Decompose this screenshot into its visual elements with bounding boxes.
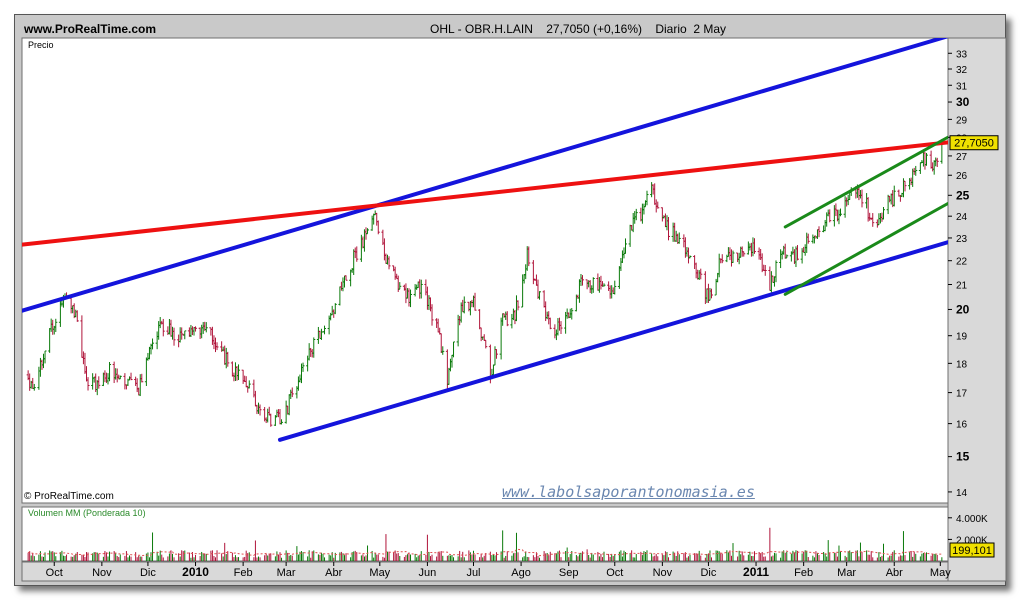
green-trend-line: [783, 201, 948, 296]
blue-trend-line: [22, 38, 948, 313]
y-tick-label: 26: [956, 171, 968, 182]
y-tick-label: 20: [956, 302, 970, 316]
x-tick-label: Dic: [700, 567, 716, 579]
x-axis: Oct Nov Dic 2010 Feb Mar Abr May Jun Jul Ago Sep Oct…: [46, 562, 951, 579]
x-tick-label: Nov: [653, 567, 673, 579]
y-tick-label: 29: [956, 115, 968, 126]
last-volume-tag: [949, 542, 995, 558]
x-tick-label: Abr: [325, 567, 342, 579]
x-tick-label: Ago: [511, 567, 531, 579]
x-tick-label: Jul: [466, 567, 480, 579]
y-tick-label: 15: [956, 450, 970, 464]
copyright-credit: © ProRealTime.com: [24, 491, 114, 502]
price-panel: [21, 37, 949, 504]
y-tick-label: 33: [956, 49, 968, 60]
y-tick-label: 25: [956, 188, 970, 202]
y-tick-label: 19: [956, 332, 968, 343]
last-volume-label: 199,101: [952, 545, 992, 557]
x-tick-label: Mar: [277, 567, 296, 579]
x-tick-label: Feb: [234, 567, 253, 579]
x-tick-label: Feb: [794, 567, 813, 579]
y-tick-label: 23: [956, 234, 968, 245]
x-tick-label: Dic: [140, 567, 156, 579]
ticker-line: OHL - OBR.H.LAIN 27,7050 (+0,16%) Diario…: [430, 22, 727, 36]
y-tick-label: 17: [956, 389, 968, 400]
y-tick-label: 22: [956, 257, 968, 268]
y-tick-label: 32: [956, 65, 968, 76]
x-tick-label: 2011: [743, 565, 769, 579]
y-tick-label: 14: [956, 488, 968, 499]
volume-panel: [21, 506, 949, 562]
x-tick-label: May: [369, 567, 390, 579]
y-tick-label: 31: [956, 81, 968, 92]
volume-tick-label: 4.000K: [956, 514, 988, 525]
y-tick-label: 24: [956, 212, 968, 223]
volume-ma-line: [27, 548, 942, 557]
x-tick-label: Sep: [559, 567, 579, 579]
volume-panel-label: Volumen MM (Ponderada 10): [28, 508, 146, 518]
price-panel-label: Precio: [28, 40, 54, 50]
trend-lines: [22, 38, 948, 442]
y-tick-label: 21: [956, 280, 968, 291]
green-trend-line: [783, 135, 948, 229]
x-tick-label: Nov: [92, 567, 112, 579]
watermark-link[interactable]: www.labolsaporantonomasia.es: [502, 483, 755, 501]
y-tick-label: 27: [956, 152, 968, 163]
price-bars: [26, 138, 944, 427]
x-tick-label: 2010: [182, 565, 209, 579]
last-price-tag: [949, 135, 999, 151]
y-tick-label: 16: [956, 420, 968, 431]
y-axis-strip: [947, 37, 1007, 582]
volume-bars: [27, 527, 943, 561]
red-trend-line: [22, 140, 948, 247]
x-tick-label: Oct: [46, 567, 63, 579]
site-title: www.ProRealTime.com: [24, 22, 157, 36]
last-price-label: 27,7050: [954, 138, 994, 150]
x-tick-label: May: [930, 567, 951, 579]
y-tick-label: 18: [956, 359, 968, 370]
x-tick-label: Abr: [886, 567, 903, 579]
y-axis: 1415161718192021222324252627282930313233: [948, 49, 970, 499]
volume-tick-label: 2.000K: [956, 535, 988, 546]
y-tick-label: 30: [956, 95, 970, 109]
x-tick-label: Oct: [606, 567, 623, 579]
x-tick-label: Jun: [419, 567, 437, 579]
x-tick-label: Mar: [837, 567, 856, 579]
blue-trend-line: [277, 240, 948, 442]
